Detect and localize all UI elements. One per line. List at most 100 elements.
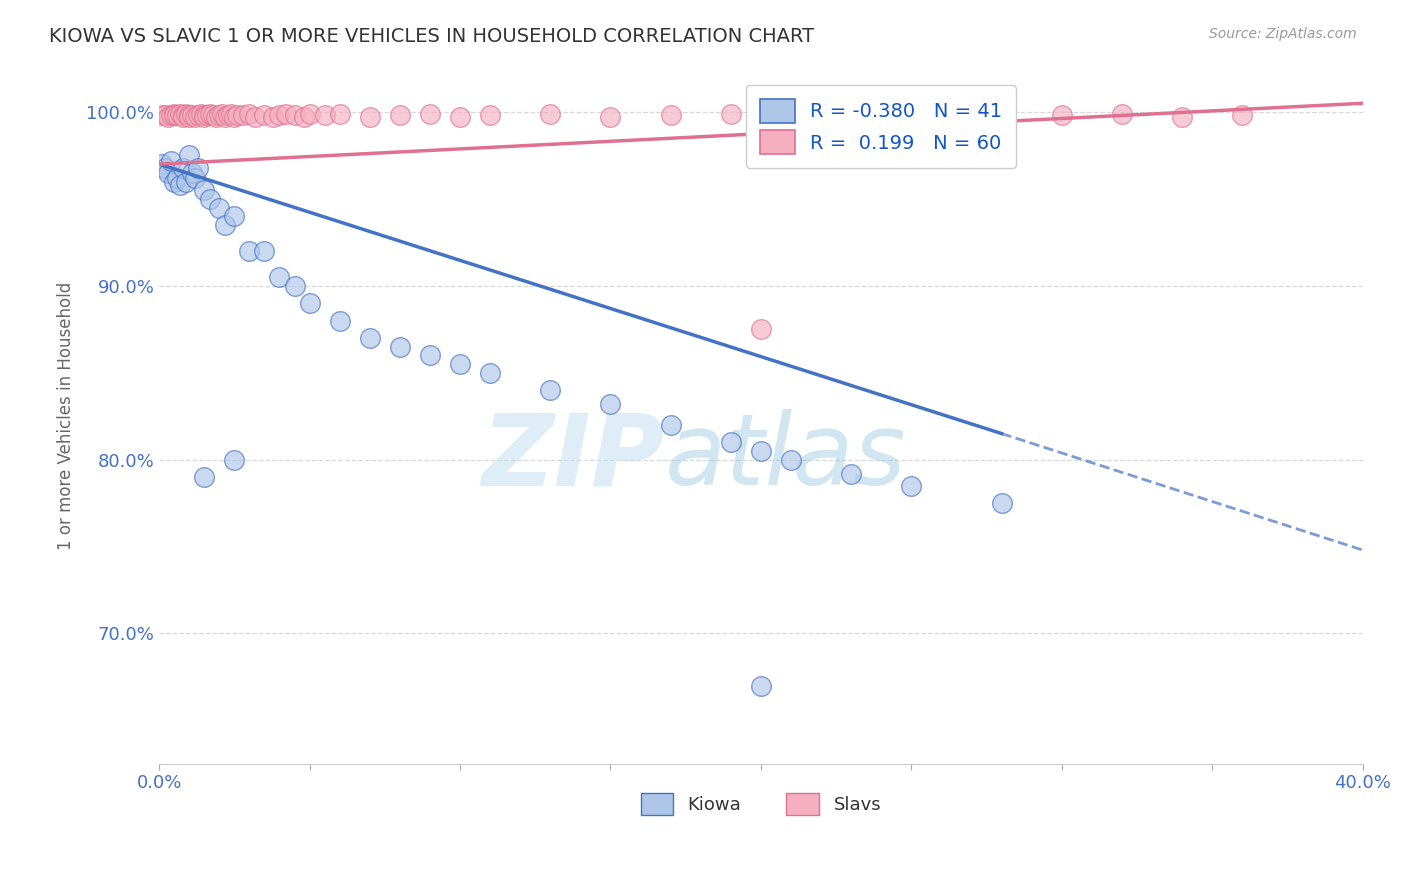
Point <box>226 108 249 122</box>
Point <box>172 161 194 175</box>
Point <box>449 357 471 371</box>
Point <box>190 106 212 120</box>
Point <box>359 331 381 345</box>
Point <box>298 296 321 310</box>
Point <box>224 209 246 223</box>
Point <box>211 106 233 120</box>
Point <box>208 201 231 215</box>
Point <box>208 108 231 122</box>
Point <box>479 108 502 122</box>
Point <box>160 108 183 122</box>
Point <box>200 106 222 120</box>
Point <box>187 161 209 175</box>
Point <box>179 148 201 162</box>
Legend: Kiowa, Slavs: Kiowa, Slavs <box>631 784 890 824</box>
Point <box>181 166 204 180</box>
Point <box>214 218 236 232</box>
Point <box>157 110 180 124</box>
Point <box>1171 110 1194 124</box>
Point <box>193 183 215 197</box>
Point <box>538 106 561 120</box>
Text: KIOWA VS SLAVIC 1 OR MORE VEHICLES IN HOUSEHOLD CORRELATION CHART: KIOWA VS SLAVIC 1 OR MORE VEHICLES IN HO… <box>49 27 814 45</box>
Point <box>193 110 215 124</box>
Point <box>749 322 772 336</box>
Point <box>839 467 862 481</box>
Point <box>780 452 803 467</box>
Point <box>150 108 173 122</box>
Point <box>388 108 411 122</box>
Point <box>174 174 197 188</box>
Point <box>419 106 441 120</box>
Point <box>388 340 411 354</box>
Point <box>172 108 194 122</box>
Point <box>1050 108 1073 122</box>
Point <box>283 108 305 122</box>
Point <box>283 278 305 293</box>
Point <box>599 110 621 124</box>
Point <box>153 108 176 122</box>
Point <box>193 470 215 484</box>
Point <box>217 108 239 122</box>
Point <box>166 108 188 122</box>
Y-axis label: 1 or more Vehicles in Household: 1 or more Vehicles in Household <box>58 282 75 550</box>
Point <box>359 110 381 124</box>
Point <box>1111 106 1133 120</box>
Point <box>193 108 215 122</box>
Point <box>221 106 243 120</box>
Point <box>292 110 315 124</box>
Point <box>166 171 188 186</box>
Point <box>150 157 173 171</box>
Point <box>245 110 267 124</box>
Point <box>160 153 183 168</box>
Point <box>253 108 276 122</box>
Point <box>329 313 352 327</box>
Point <box>659 417 682 432</box>
Point <box>157 166 180 180</box>
Point <box>269 270 291 285</box>
Point <box>184 171 207 186</box>
Point <box>659 108 682 122</box>
Point <box>184 110 207 124</box>
Point <box>169 106 191 120</box>
Point <box>749 444 772 458</box>
Point <box>224 452 246 467</box>
Point <box>810 108 832 122</box>
Point <box>205 110 228 124</box>
Text: atlas: atlas <box>665 409 907 507</box>
Point <box>329 106 352 120</box>
Point <box>900 479 922 493</box>
Point <box>479 366 502 380</box>
Point <box>538 383 561 397</box>
Point <box>900 106 922 120</box>
Point <box>269 108 291 122</box>
Point <box>202 108 225 122</box>
Point <box>172 110 194 124</box>
Point <box>314 108 336 122</box>
Point <box>214 110 236 124</box>
Point <box>990 110 1012 124</box>
Point <box>174 106 197 120</box>
Point <box>238 106 260 120</box>
Point <box>187 108 209 122</box>
Point <box>238 244 260 258</box>
Point <box>990 496 1012 510</box>
Point <box>181 108 204 122</box>
Point <box>163 108 186 122</box>
Point <box>599 397 621 411</box>
Point <box>720 435 742 450</box>
Point <box>749 679 772 693</box>
Point <box>274 106 297 120</box>
Point <box>1232 108 1254 122</box>
Point <box>200 192 222 206</box>
Point <box>449 110 471 124</box>
Point <box>298 106 321 120</box>
Point <box>169 178 191 192</box>
Point <box>179 110 201 124</box>
Point <box>163 174 186 188</box>
Point <box>224 110 246 124</box>
Text: ZIP: ZIP <box>482 409 665 507</box>
Point <box>163 106 186 120</box>
Point <box>153 161 176 175</box>
Text: Source: ZipAtlas.com: Source: ZipAtlas.com <box>1209 27 1357 41</box>
Point <box>232 108 254 122</box>
